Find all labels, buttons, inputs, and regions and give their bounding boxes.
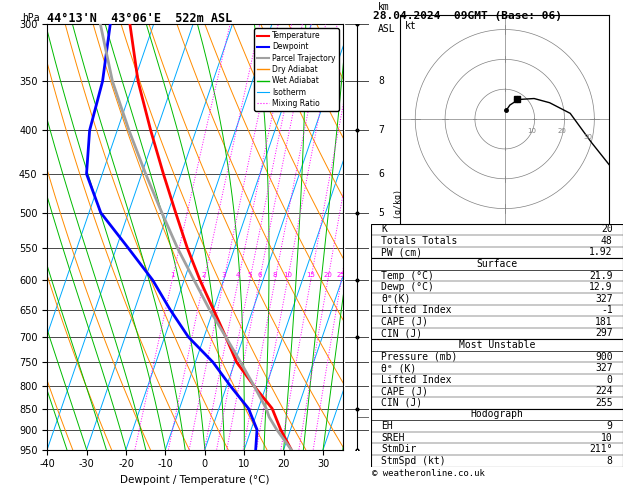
Text: 10: 10 (527, 128, 536, 134)
Text: 255: 255 (595, 398, 613, 408)
Text: 0: 0 (607, 375, 613, 385)
Text: PW (cm): PW (cm) (381, 247, 422, 258)
Text: 297: 297 (595, 329, 613, 338)
Text: 1.92: 1.92 (589, 247, 613, 258)
Text: 20: 20 (557, 128, 566, 134)
Bar (371, 258, 623, 339)
Text: 6: 6 (257, 272, 262, 278)
X-axis label: Dewpoint / Temperature (°C): Dewpoint / Temperature (°C) (120, 475, 270, 485)
Text: Lifted Index: Lifted Index (381, 305, 452, 315)
Text: θᵉ(K): θᵉ(K) (381, 294, 411, 304)
Text: ASL: ASL (378, 24, 396, 35)
Text: 5: 5 (378, 243, 384, 253)
Text: Hodograph: Hodograph (470, 410, 523, 419)
Text: 4: 4 (378, 305, 384, 314)
Text: 900: 900 (595, 352, 613, 362)
Text: 5: 5 (248, 272, 252, 278)
Text: EH: EH (381, 421, 393, 431)
Text: 3: 3 (378, 357, 384, 367)
Text: 48: 48 (601, 236, 613, 246)
Text: 224: 224 (595, 386, 613, 397)
Text: Temp (°C): Temp (°C) (381, 271, 434, 280)
Text: 2: 2 (378, 381, 384, 391)
Text: CAPE (J): CAPE (J) (381, 317, 428, 327)
Text: 20: 20 (323, 272, 332, 278)
Text: 9: 9 (607, 421, 613, 431)
Text: StmSpd (kt): StmSpd (kt) (381, 456, 446, 466)
Text: 4: 4 (378, 275, 384, 285)
Text: K: K (381, 225, 387, 234)
Bar (371, 339, 623, 409)
Text: 10: 10 (283, 272, 292, 278)
Text: Most Unstable: Most Unstable (459, 340, 535, 350)
Text: LCL: LCL (378, 413, 394, 421)
Text: 8: 8 (378, 76, 384, 86)
Text: 10: 10 (601, 433, 613, 443)
Bar (371, 224, 623, 258)
Text: 327: 327 (595, 363, 613, 373)
Text: hPa: hPa (22, 13, 40, 23)
Text: 25: 25 (337, 272, 346, 278)
Text: 20: 20 (601, 225, 613, 234)
Text: Dewp (°C): Dewp (°C) (381, 282, 434, 292)
Text: StmDir: StmDir (381, 444, 416, 454)
Text: 8: 8 (273, 272, 277, 278)
Text: kt: kt (404, 21, 416, 31)
Text: 327: 327 (595, 294, 613, 304)
Text: Pressure (mb): Pressure (mb) (381, 352, 457, 362)
Text: 7: 7 (378, 125, 384, 136)
Text: 181: 181 (595, 317, 613, 327)
Text: 211°: 211° (589, 444, 613, 454)
Text: 3: 3 (221, 272, 226, 278)
Text: CIN (J): CIN (J) (381, 329, 422, 338)
Text: 44°13'N  43°06'E  522m ASL: 44°13'N 43°06'E 522m ASL (47, 12, 233, 25)
Text: 28.04.2024  09GMT (Base: 06): 28.04.2024 09GMT (Base: 06) (373, 11, 562, 21)
Text: 3: 3 (378, 332, 384, 342)
Text: 15: 15 (306, 272, 315, 278)
Text: 8: 8 (607, 456, 613, 466)
Text: Surface: Surface (476, 259, 518, 269)
Text: 4: 4 (236, 272, 240, 278)
Text: 1: 1 (170, 272, 174, 278)
Text: Mixing Ratio (g/kg): Mixing Ratio (g/kg) (394, 190, 403, 284)
Text: 12.9: 12.9 (589, 282, 613, 292)
Text: CAPE (J): CAPE (J) (381, 386, 428, 397)
Text: 21.9: 21.9 (589, 271, 613, 280)
Text: CIN (J): CIN (J) (381, 398, 422, 408)
Text: 6: 6 (378, 169, 384, 179)
Text: km: km (378, 1, 390, 12)
Text: 2: 2 (202, 272, 206, 278)
Text: Totals Totals: Totals Totals (381, 236, 457, 246)
Text: 1: 1 (378, 403, 384, 414)
Text: 5: 5 (378, 208, 384, 218)
Text: -1: -1 (601, 305, 613, 315)
Legend: Temperature, Dewpoint, Parcel Trajectory, Dry Adiabat, Wet Adiabat, Isotherm, Mi: Temperature, Dewpoint, Parcel Trajectory… (254, 28, 339, 111)
Text: SREH: SREH (381, 433, 404, 443)
Text: © weatheronline.co.uk: © weatheronline.co.uk (372, 469, 485, 478)
Bar (371, 409, 623, 467)
Text: θᵉ (K): θᵉ (K) (381, 363, 416, 373)
Text: 30: 30 (584, 134, 593, 140)
Text: Lifted Index: Lifted Index (381, 375, 452, 385)
